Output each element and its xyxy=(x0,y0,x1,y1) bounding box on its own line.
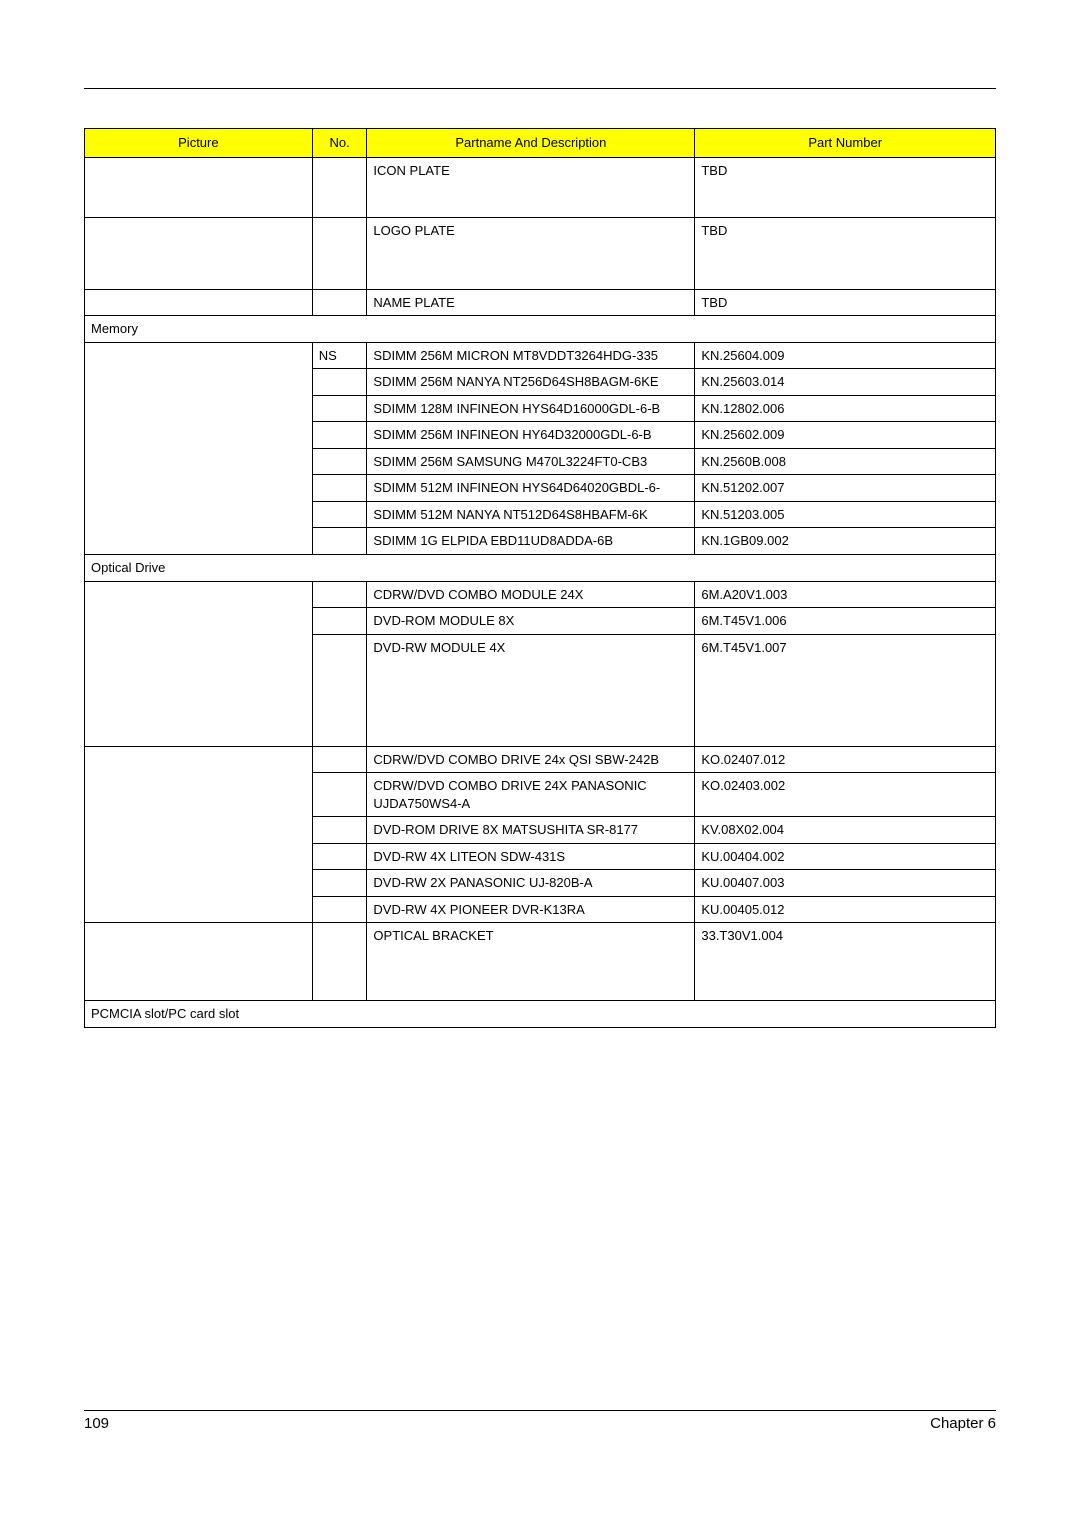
section-label: Optical Drive xyxy=(85,555,996,582)
part-cell: KN.12802.006 xyxy=(695,395,996,422)
picture-cell xyxy=(85,157,313,217)
col-desc-header: Partname And Description xyxy=(367,129,695,158)
desc-cell: SDIMM 128M INFINEON HYS64D16000GDL-6-B xyxy=(367,395,695,422)
section-row-optical: Optical Drive xyxy=(85,555,996,582)
part-cell: KN.2560B.008 xyxy=(695,448,996,475)
desc-cell: LOGO PLATE xyxy=(367,217,695,289)
parts-table: Picture No. Partname And Description Par… xyxy=(84,128,996,1028)
no-cell xyxy=(312,581,367,608)
desc-cell: DVD-ROM MODULE 8X xyxy=(367,608,695,635)
picture-cell xyxy=(85,342,313,554)
desc-cell: ICON PLATE xyxy=(367,157,695,217)
col-picture-header: Picture xyxy=(85,129,313,158)
no-cell xyxy=(312,369,367,396)
picture-cell xyxy=(85,746,313,923)
no-cell xyxy=(312,157,367,217)
desc-cell: DVD-RW 2X PANASONIC UJ-820B-A xyxy=(367,870,695,897)
desc-cell: CDRW/DVD COMBO DRIVE 24X PANASONIC UJDA7… xyxy=(367,773,695,817)
table-row: NSSDIMM 256M MICRON MT8VDDT3264HDG-335KN… xyxy=(85,342,996,369)
no-cell xyxy=(312,608,367,635)
table-row: CDRW/DVD COMBO DRIVE 24x QSI SBW-242BKO.… xyxy=(85,746,996,773)
part-cell: KO.02407.012 xyxy=(695,746,996,773)
section-label: PCMCIA slot/PC card slot xyxy=(85,1001,996,1028)
desc-cell: CDRW/DVD COMBO MODULE 24X xyxy=(367,581,695,608)
part-cell: KN.51202.007 xyxy=(695,475,996,502)
part-cell: KN.1GB09.002 xyxy=(695,528,996,555)
picture-cell xyxy=(85,289,313,316)
section-row-pcmcia: PCMCIA slot/PC card slot xyxy=(85,1001,996,1028)
desc-cell: NAME PLATE xyxy=(367,289,695,316)
desc-cell: SDIMM 256M MICRON MT8VDDT3264HDG-335 xyxy=(367,342,695,369)
part-cell: TBD xyxy=(695,157,996,217)
desc-cell: DVD-RW 4X LITEON SDW-431S xyxy=(367,843,695,870)
part-cell: 6M.T45V1.006 xyxy=(695,608,996,635)
no-cell xyxy=(312,746,367,773)
section-row-memory: Memory xyxy=(85,316,996,343)
desc-cell: DVD-RW MODULE 4X xyxy=(367,634,695,746)
table-header-row: Picture No. Partname And Description Par… xyxy=(85,129,996,158)
desc-cell: SDIMM 256M NANYA NT256D64SH8BAGM-6KE xyxy=(367,369,695,396)
picture-cell xyxy=(85,923,313,1001)
part-cell: 6M.T45V1.007 xyxy=(695,634,996,746)
desc-cell: SDIMM 256M INFINEON HY64D32000GDL-6-B xyxy=(367,422,695,449)
no-cell xyxy=(312,475,367,502)
part-cell: KU.00404.002 xyxy=(695,843,996,870)
no-cell xyxy=(312,870,367,897)
section-label: Memory xyxy=(85,316,996,343)
table-row: NAME PLATETBD xyxy=(85,289,996,316)
desc-cell: SDIMM 256M SAMSUNG M470L3224FT0-CB3 xyxy=(367,448,695,475)
part-cell: KN.25602.009 xyxy=(695,422,996,449)
desc-cell: OPTICAL BRACKET xyxy=(367,923,695,1001)
table-row: ICON PLATETBD xyxy=(85,157,996,217)
no-cell xyxy=(312,843,367,870)
page-footer: 109 Chapter 6 xyxy=(84,1410,996,1432)
top-rule xyxy=(84,88,996,128)
desc-cell: SDIMM 512M NANYA NT512D64S8HBAFM-6K xyxy=(367,501,695,528)
table-row: CDRW/DVD COMBO MODULE 24X6M.A20V1.003 xyxy=(85,581,996,608)
part-cell: KV.08X02.004 xyxy=(695,817,996,844)
no-cell xyxy=(312,217,367,289)
no-cell xyxy=(312,422,367,449)
no-cell xyxy=(312,289,367,316)
part-cell: KO.02403.002 xyxy=(695,773,996,817)
desc-cell: SDIMM 1G ELPIDA EBD11UD8ADDA-6B xyxy=(367,528,695,555)
chapter-label: Chapter 6 xyxy=(930,1415,996,1432)
part-cell: KN.25604.009 xyxy=(695,342,996,369)
no-cell xyxy=(312,395,367,422)
no-cell xyxy=(312,634,367,746)
table-row: OPTICAL BRACKET33.T30V1.004 xyxy=(85,923,996,1001)
page-number: 109 xyxy=(84,1415,109,1432)
picture-cell xyxy=(85,581,313,746)
col-no-header: No. xyxy=(312,129,367,158)
no-cell xyxy=(312,896,367,923)
no-cell xyxy=(312,501,367,528)
part-cell: 33.T30V1.004 xyxy=(695,923,996,1001)
picture-cell xyxy=(85,217,313,289)
table-row: LOGO PLATETBD xyxy=(85,217,996,289)
desc-cell: DVD-ROM DRIVE 8X MATSUSHITA SR-8177 xyxy=(367,817,695,844)
no-cell xyxy=(312,773,367,817)
no-cell xyxy=(312,817,367,844)
part-cell: KN.25603.014 xyxy=(695,369,996,396)
col-part-header: Part Number xyxy=(695,129,996,158)
no-cell xyxy=(312,923,367,1001)
part-cell: TBD xyxy=(695,289,996,316)
no-cell xyxy=(312,448,367,475)
part-cell: 6M.A20V1.003 xyxy=(695,581,996,608)
part-cell: TBD xyxy=(695,217,996,289)
part-cell: KU.00407.003 xyxy=(695,870,996,897)
desc-cell: DVD-RW 4X PIONEER DVR-K13RA xyxy=(367,896,695,923)
part-cell: KU.00405.012 xyxy=(695,896,996,923)
no-cell: NS xyxy=(312,342,367,369)
desc-cell: SDIMM 512M INFINEON HYS64D64020GBDL-6- xyxy=(367,475,695,502)
desc-cell: CDRW/DVD COMBO DRIVE 24x QSI SBW-242B xyxy=(367,746,695,773)
part-cell: KN.51203.005 xyxy=(695,501,996,528)
no-cell xyxy=(312,528,367,555)
